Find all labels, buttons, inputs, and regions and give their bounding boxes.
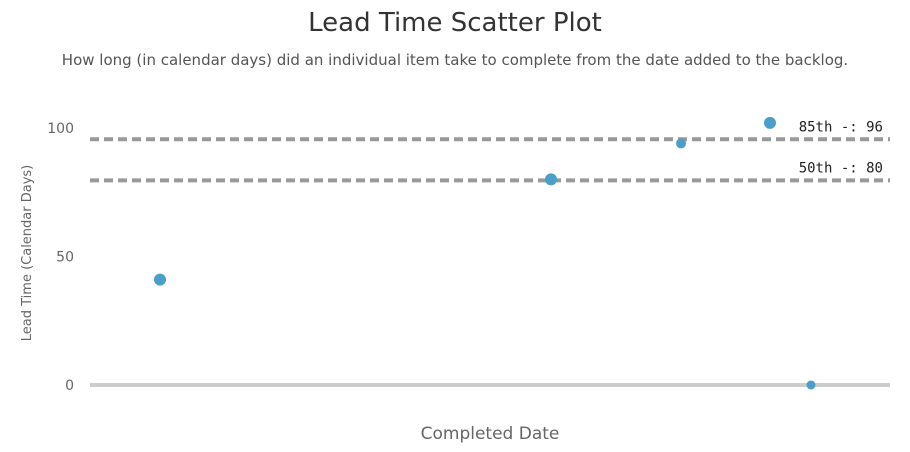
data-point[interactable] <box>676 138 686 149</box>
data-point[interactable] <box>764 116 776 129</box>
y-tick-label: 0 <box>65 378 74 394</box>
data-point[interactable] <box>545 173 557 186</box>
y-axis-label: Lead Time (Calendar Days) <box>20 165 35 341</box>
percentile-label: 85th -: 96 <box>799 119 883 135</box>
x-axis-label: Completed Date <box>421 424 560 444</box>
data-point[interactable] <box>806 380 816 390</box>
chart-subtitle: How long (in calendar days) did an indiv… <box>61 51 849 69</box>
reference-lines: 85th -: 96 50th -: 80 <box>90 119 890 183</box>
y-tick-label: 100 <box>47 121 74 137</box>
y-axis-ticks: 0 50 100 <box>47 121 74 394</box>
percentile-label: 50th -: 80 <box>799 160 883 176</box>
chart-title: Lead Time Scatter Plot <box>308 8 602 38</box>
data-point[interactable] <box>154 273 166 286</box>
y-tick-label: 50 <box>56 250 74 266</box>
data-points <box>154 116 816 390</box>
